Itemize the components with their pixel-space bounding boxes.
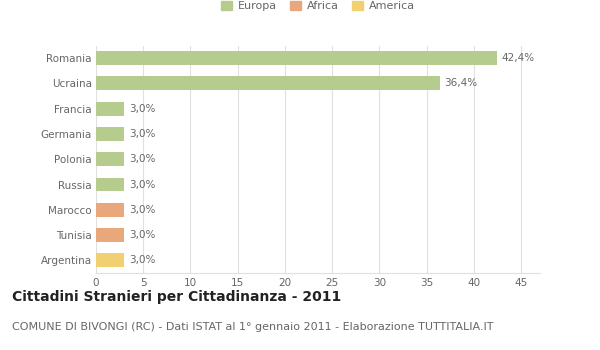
Bar xyxy=(96,51,497,65)
Bar xyxy=(96,177,124,191)
Text: 36,4%: 36,4% xyxy=(445,78,478,89)
Text: 42,4%: 42,4% xyxy=(501,53,535,63)
Text: COMUNE DI BIVONGI (RC) - Dati ISTAT al 1° gennaio 2011 - Elaborazione TUTTITALIA: COMUNE DI BIVONGI (RC) - Dati ISTAT al 1… xyxy=(12,322,493,332)
Bar xyxy=(96,76,440,90)
Text: 3,0%: 3,0% xyxy=(129,180,155,190)
Text: 3,0%: 3,0% xyxy=(129,256,155,265)
Bar xyxy=(96,203,124,217)
Bar xyxy=(96,253,124,267)
Text: 3,0%: 3,0% xyxy=(129,104,155,114)
Legend: Europa, Africa, America: Europa, Africa, America xyxy=(221,1,415,12)
Bar xyxy=(96,127,124,141)
Text: 3,0%: 3,0% xyxy=(129,230,155,240)
Bar xyxy=(96,102,124,116)
Text: 3,0%: 3,0% xyxy=(129,154,155,164)
Text: Cittadini Stranieri per Cittadinanza - 2011: Cittadini Stranieri per Cittadinanza - 2… xyxy=(12,290,341,304)
Bar xyxy=(96,228,124,242)
Bar xyxy=(96,152,124,166)
Text: 3,0%: 3,0% xyxy=(129,129,155,139)
Text: 3,0%: 3,0% xyxy=(129,205,155,215)
